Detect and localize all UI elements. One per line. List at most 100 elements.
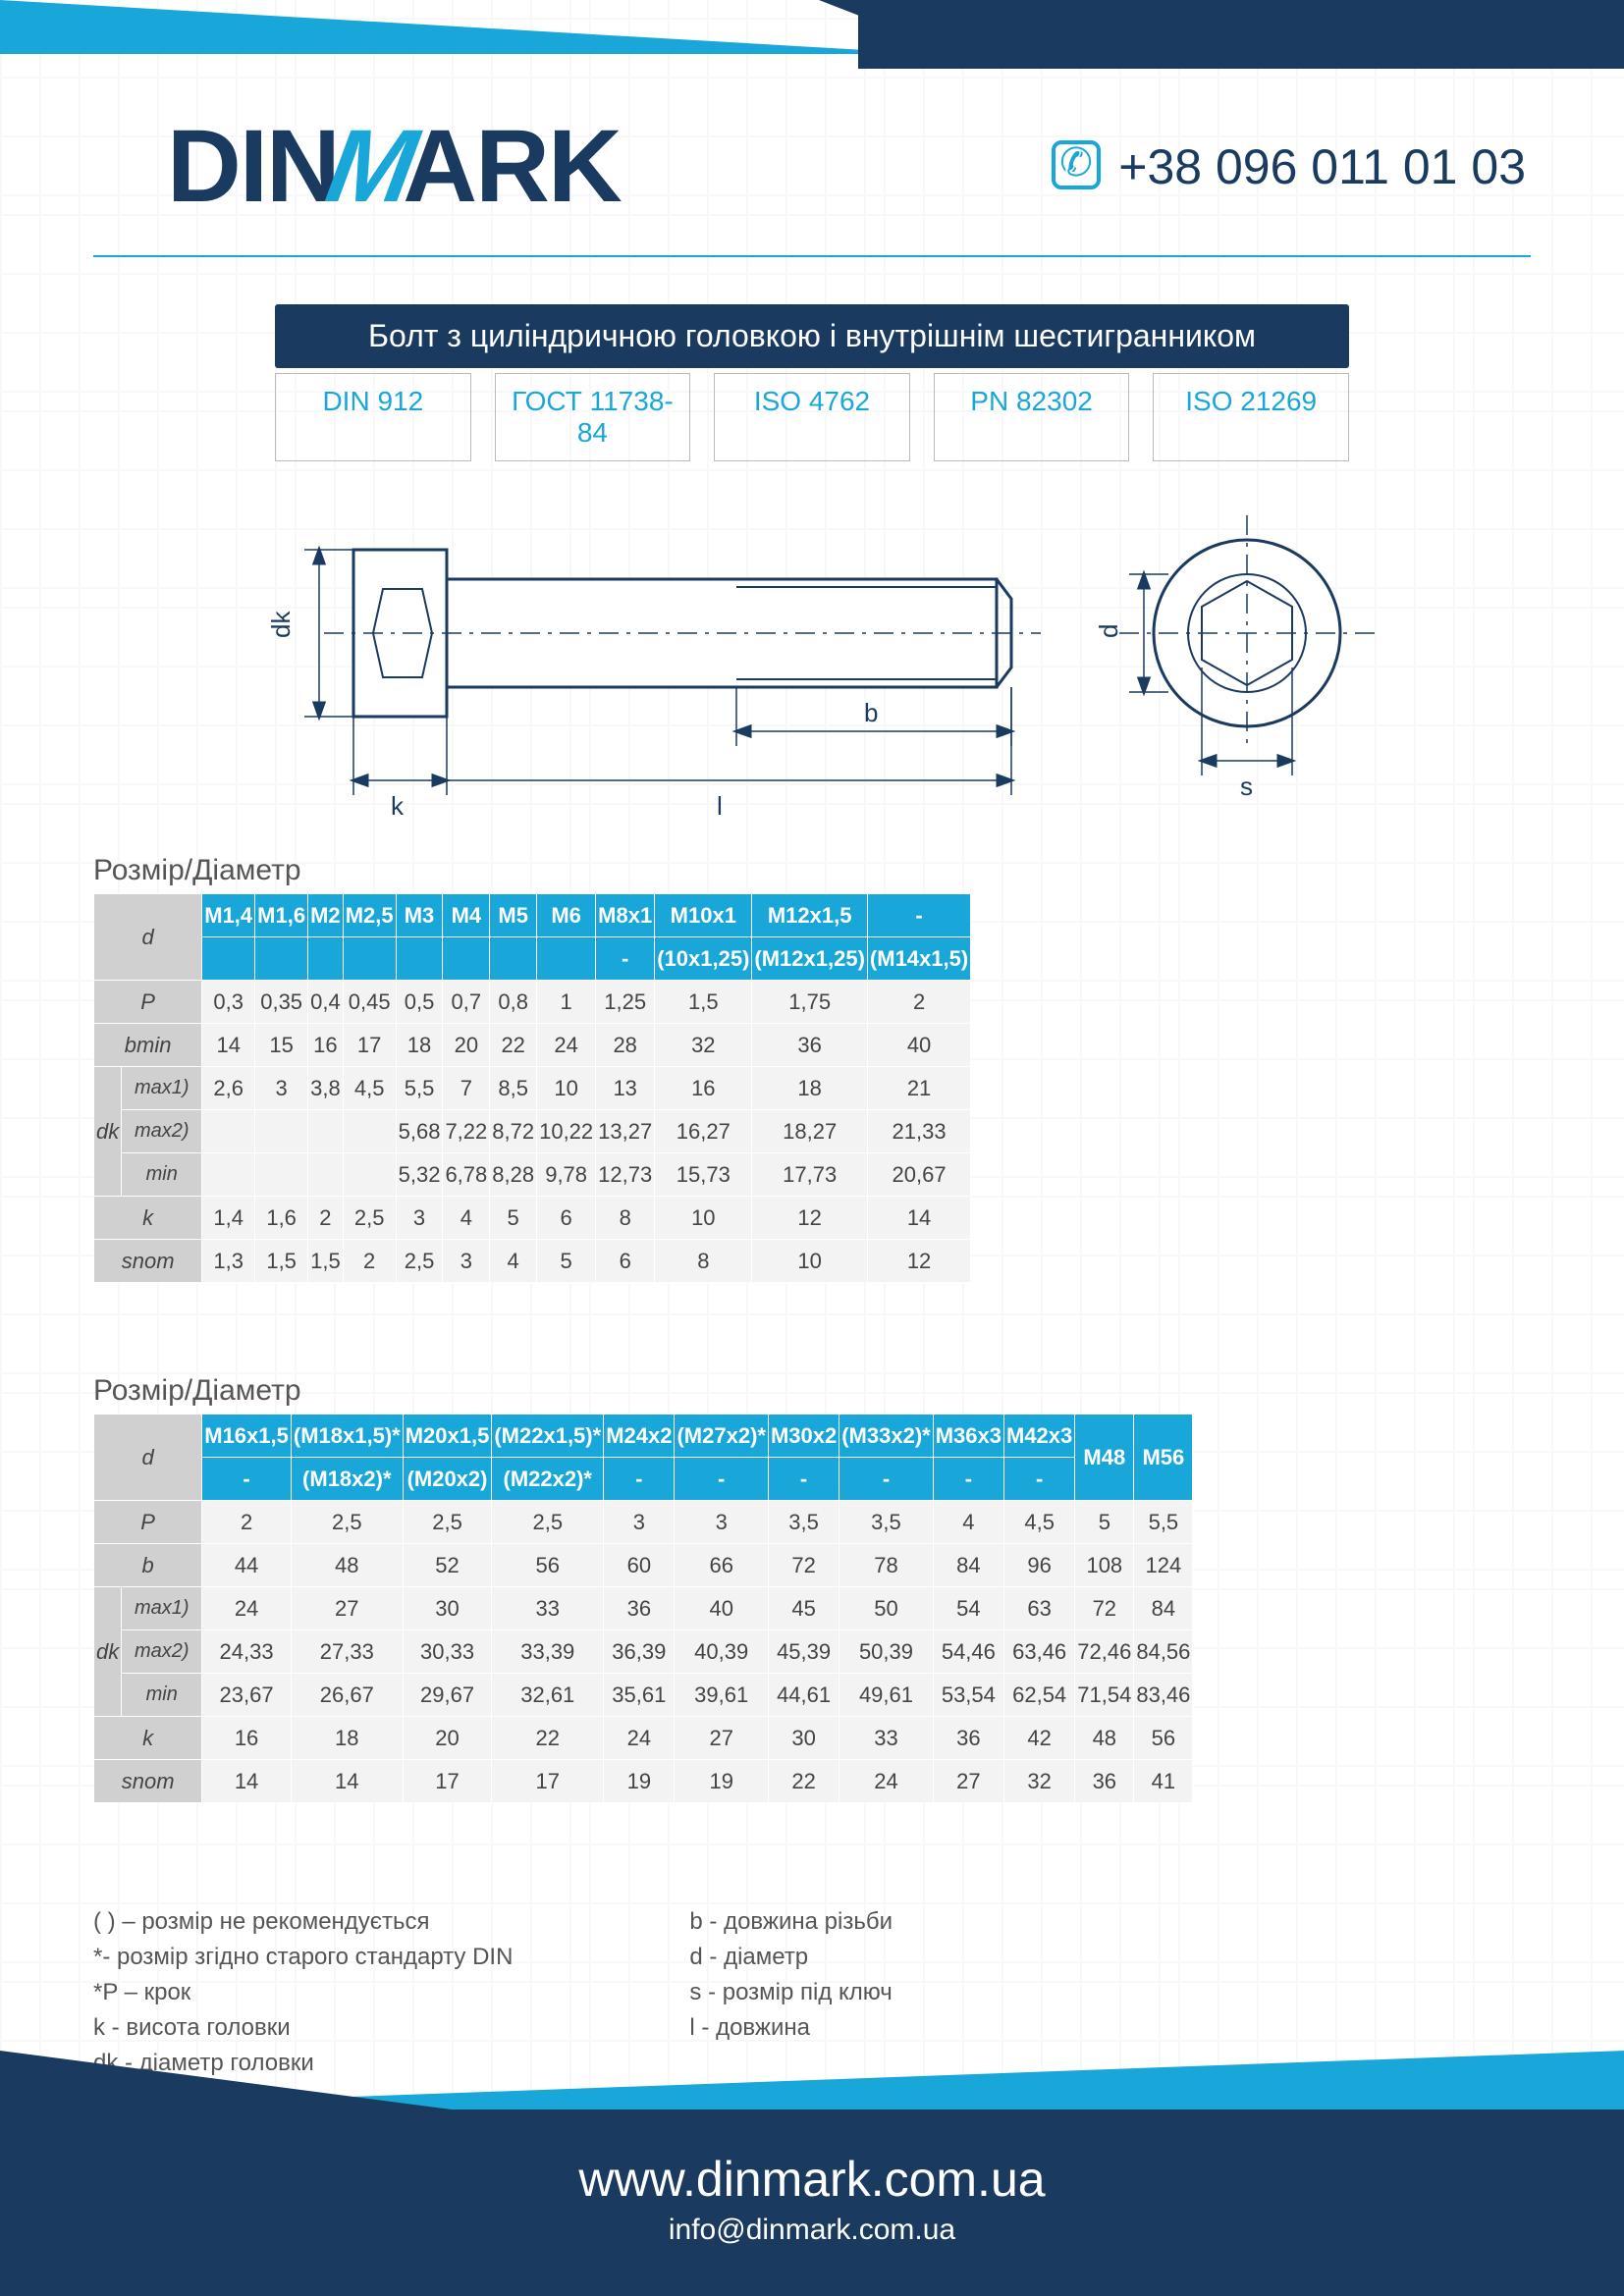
- cell: 5,5: [1134, 1501, 1193, 1544]
- cell: 0,3: [202, 981, 255, 1024]
- section-heading-1: Розмір/Діаметр: [93, 854, 301, 887]
- colhdr-sub: [308, 937, 344, 981]
- cell: 1,5: [308, 1240, 344, 1283]
- cell: 36: [752, 1024, 868, 1067]
- cell: 26,67: [291, 1674, 403, 1717]
- cell: 0,45: [343, 981, 396, 1024]
- cell: 44: [202, 1544, 292, 1587]
- cell: 10,22: [537, 1110, 596, 1153]
- cell: 50: [839, 1587, 933, 1630]
- rowhdr-sub: max2): [122, 1110, 202, 1153]
- cell: 5: [490, 1197, 537, 1240]
- cell: 30,33: [403, 1630, 492, 1674]
- cell: 50,39: [839, 1630, 933, 1674]
- rowhdr: snom: [94, 1240, 202, 1283]
- cell: 54: [933, 1587, 1003, 1630]
- rowhdr-sub: max1): [122, 1587, 202, 1630]
- colhdr-sub: -: [202, 1458, 292, 1501]
- cell: 17: [492, 1760, 604, 1803]
- standard-iso4762: ISO 4762: [714, 373, 910, 461]
- dim-l: l: [717, 791, 723, 821]
- legend-line: d - діаметр: [689, 1940, 893, 1975]
- cell: 16: [202, 1717, 292, 1760]
- cell: 44,61: [768, 1674, 839, 1717]
- cell: [255, 1153, 308, 1197]
- colhdr-sub: [343, 937, 396, 981]
- colhdr: M16x1,5: [202, 1415, 292, 1458]
- cell: 24: [604, 1717, 675, 1760]
- rowhdr: bmin: [94, 1024, 202, 1067]
- cell: [308, 1153, 344, 1197]
- cell: 14: [291, 1760, 403, 1803]
- colhdr: M4: [443, 894, 490, 937]
- legend-line: k - висота головки: [93, 2010, 513, 2046]
- cell: 6,78: [443, 1153, 490, 1197]
- cell: 3: [675, 1501, 768, 1544]
- colhdr: M10x1: [655, 894, 752, 937]
- colhdr: (M27x2)*: [675, 1415, 768, 1458]
- cell: 22: [492, 1717, 604, 1760]
- section-heading-2: Розмір/Діаметр: [93, 1374, 301, 1408]
- logo-part-ark: ARK: [403, 108, 620, 226]
- cell: 39,61: [675, 1674, 768, 1717]
- cell: 2,5: [403, 1501, 492, 1544]
- colhdr: M1,6: [255, 894, 308, 937]
- cell: 45: [768, 1587, 839, 1630]
- cell: 18: [752, 1067, 868, 1110]
- cell: [255, 1110, 308, 1153]
- cell: 6: [596, 1240, 655, 1283]
- cell: 14: [202, 1760, 292, 1803]
- cell: 84: [933, 1544, 1003, 1587]
- cell: 18: [291, 1717, 403, 1760]
- cell: 72,46: [1075, 1630, 1134, 1674]
- cell: 42: [1004, 1717, 1075, 1760]
- standard-din912: DIN 912: [275, 373, 471, 461]
- dim-b: b: [864, 698, 878, 727]
- cell: 3,5: [768, 1501, 839, 1544]
- dim-d: d: [1094, 624, 1123, 638]
- cell: 14: [202, 1024, 255, 1067]
- colhdr: M24x2: [604, 1415, 675, 1458]
- rowhdr: b: [94, 1544, 202, 1587]
- colhdr: (M33x2)*: [839, 1415, 933, 1458]
- rowhdr: P: [94, 981, 202, 1024]
- legend-line: ( ) – розмір не рекомендується: [93, 1904, 513, 1940]
- cell: 72: [1075, 1587, 1134, 1630]
- cell: 8,72: [490, 1110, 537, 1153]
- colhdr: M36x3: [933, 1415, 1003, 1458]
- legend-line: s - розмір під ключ: [689, 1975, 893, 2010]
- cell: 1: [537, 981, 596, 1024]
- cell: 17: [403, 1760, 492, 1803]
- colhdr: M56: [1134, 1415, 1193, 1501]
- cell: 30: [768, 1717, 839, 1760]
- cell: 21: [867, 1067, 970, 1110]
- cell: 60: [604, 1544, 675, 1587]
- cell: 7: [443, 1067, 490, 1110]
- footer-triangle-navy: [0, 2051, 452, 2109]
- colhdr: M2: [308, 894, 344, 937]
- colhdr-sub: [255, 937, 308, 981]
- cell: 3,5: [839, 1501, 933, 1544]
- cell: 7,22: [443, 1110, 490, 1153]
- cell: 63: [1004, 1587, 1075, 1630]
- cell: 3: [604, 1501, 675, 1544]
- colhdr-sub: [443, 937, 490, 981]
- legend-line: b - довжина різьби: [689, 1904, 893, 1940]
- colhdr: M8x1: [596, 894, 655, 937]
- cell: 0,4: [308, 981, 344, 1024]
- cell: 12: [752, 1197, 868, 1240]
- cell: 9,78: [537, 1153, 596, 1197]
- cell: 3: [255, 1067, 308, 1110]
- colhdr: M12x1,5: [752, 894, 868, 937]
- cell: 40,39: [675, 1630, 768, 1674]
- colhdr-sub: -: [839, 1458, 933, 1501]
- cell: 1,75: [752, 981, 868, 1024]
- colhdr-sub: -: [675, 1458, 768, 1501]
- legend-line: l - довжина: [689, 2010, 893, 2046]
- cell: 5: [1075, 1501, 1134, 1544]
- cell: 10: [537, 1067, 596, 1110]
- cell: 41: [1134, 1760, 1193, 1803]
- colhdr: M6: [537, 894, 596, 937]
- cell: 16,27: [655, 1110, 752, 1153]
- cell: 1,6: [255, 1197, 308, 1240]
